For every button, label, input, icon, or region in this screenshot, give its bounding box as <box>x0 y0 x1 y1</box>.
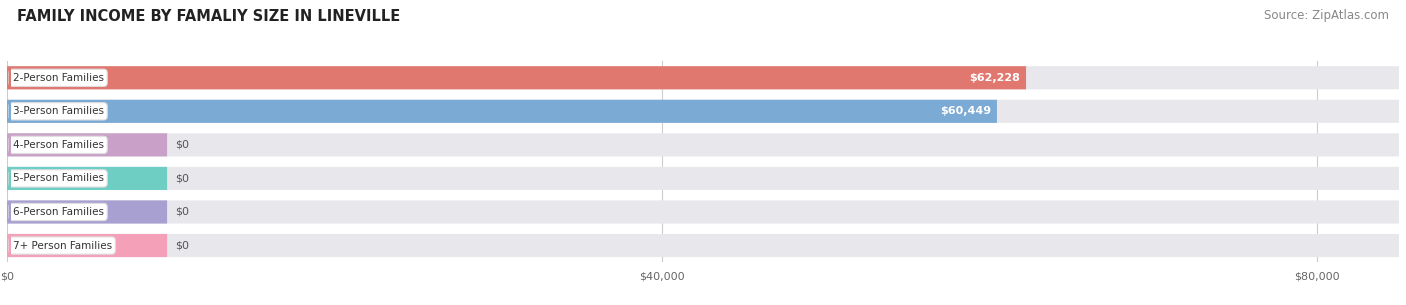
FancyBboxPatch shape <box>7 234 1399 257</box>
FancyBboxPatch shape <box>7 133 167 156</box>
Text: Source: ZipAtlas.com: Source: ZipAtlas.com <box>1264 9 1389 22</box>
FancyBboxPatch shape <box>7 167 167 190</box>
FancyBboxPatch shape <box>7 100 997 123</box>
Text: 5-Person Families: 5-Person Families <box>13 174 104 183</box>
FancyBboxPatch shape <box>7 200 167 224</box>
Text: FAMILY INCOME BY FAMALIY SIZE IN LINEVILLE: FAMILY INCOME BY FAMALIY SIZE IN LINEVIL… <box>17 9 401 24</box>
FancyBboxPatch shape <box>7 133 1399 156</box>
Text: $0: $0 <box>176 140 190 150</box>
FancyBboxPatch shape <box>7 167 1399 190</box>
FancyBboxPatch shape <box>7 234 167 257</box>
Text: 4-Person Families: 4-Person Families <box>13 140 104 150</box>
Text: 2-Person Families: 2-Person Families <box>13 73 104 83</box>
FancyBboxPatch shape <box>7 100 1399 123</box>
Text: 3-Person Families: 3-Person Families <box>13 106 104 116</box>
FancyBboxPatch shape <box>7 200 1399 224</box>
Text: $0: $0 <box>176 207 190 217</box>
FancyBboxPatch shape <box>7 66 1026 89</box>
Text: 7+ Person Families: 7+ Person Families <box>13 241 111 250</box>
FancyBboxPatch shape <box>7 66 1399 89</box>
Text: 6-Person Families: 6-Person Families <box>13 207 104 217</box>
Text: $60,449: $60,449 <box>941 106 991 116</box>
Text: $0: $0 <box>176 174 190 183</box>
Text: $0: $0 <box>176 241 190 250</box>
Text: $62,228: $62,228 <box>970 73 1021 83</box>
